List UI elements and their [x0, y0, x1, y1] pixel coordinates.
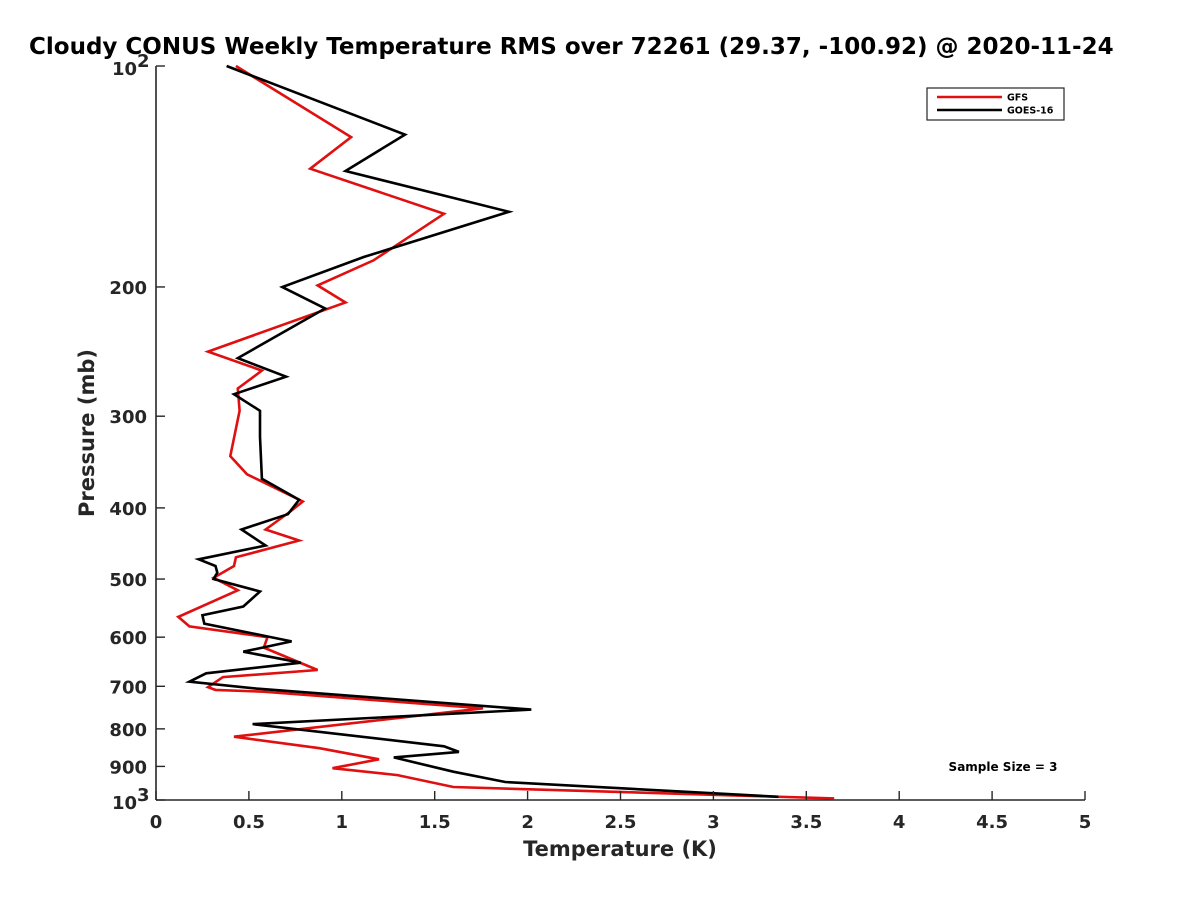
x-tick-label: 3	[707, 812, 720, 833]
x-tick-label: 0	[150, 812, 163, 833]
y-tick-exponent: 3	[137, 785, 150, 806]
y-tick-label: 10	[112, 793, 137, 814]
y-tick-label: 200	[109, 278, 147, 299]
x-tick-label: 0.5	[233, 812, 265, 833]
x-axis-ticks: 0 0.5 1 1.5 2 2.5 3 3.5 4 4.5 5	[150, 791, 1092, 833]
y-tick-label: 300	[109, 407, 147, 428]
x-tick-label: 1	[336, 812, 349, 833]
y-tick-label: 600	[109, 628, 147, 649]
x-tick-label: 1.5	[419, 812, 451, 833]
sample-size-annotation: Sample Size = 3	[949, 760, 1058, 774]
y-axis-label: Pressure (mb)	[75, 349, 99, 517]
legend-box	[926, 87, 1065, 121]
y-tick-label: 800	[109, 720, 147, 741]
series-line-goes-16	[184, 64, 779, 799]
y-tick-exponent: 2	[137, 51, 150, 72]
plot-frame	[155, 66, 1085, 801]
y-tick-label: 700	[109, 677, 147, 698]
x-tick-label: 4.5	[976, 812, 1008, 833]
series-layer	[175, 64, 835, 800]
y-tick-label: 400	[109, 499, 147, 520]
legend: GFS GOES-16	[926, 87, 1065, 121]
y-tick-label: 500	[109, 570, 147, 591]
y-tick-label: 10	[112, 59, 137, 80]
legend-label-goes-16: GOES-16	[1007, 106, 1054, 117]
y-tick-label: 900	[109, 757, 147, 778]
legend-label-gfs: GFS	[1007, 93, 1028, 104]
chart-title: Cloudy CONUS Weekly Temperature RMS over…	[29, 34, 1114, 60]
x-tick-label: 5	[1079, 812, 1092, 833]
x-axis-label: Temperature (K)	[523, 837, 717, 861]
x-tick-label: 3.5	[790, 812, 822, 833]
x-tick-label: 2	[521, 812, 534, 833]
series-line-gfs	[175, 64, 835, 800]
x-tick-label: 4	[893, 812, 906, 833]
x-tick-label: 2.5	[605, 812, 637, 833]
